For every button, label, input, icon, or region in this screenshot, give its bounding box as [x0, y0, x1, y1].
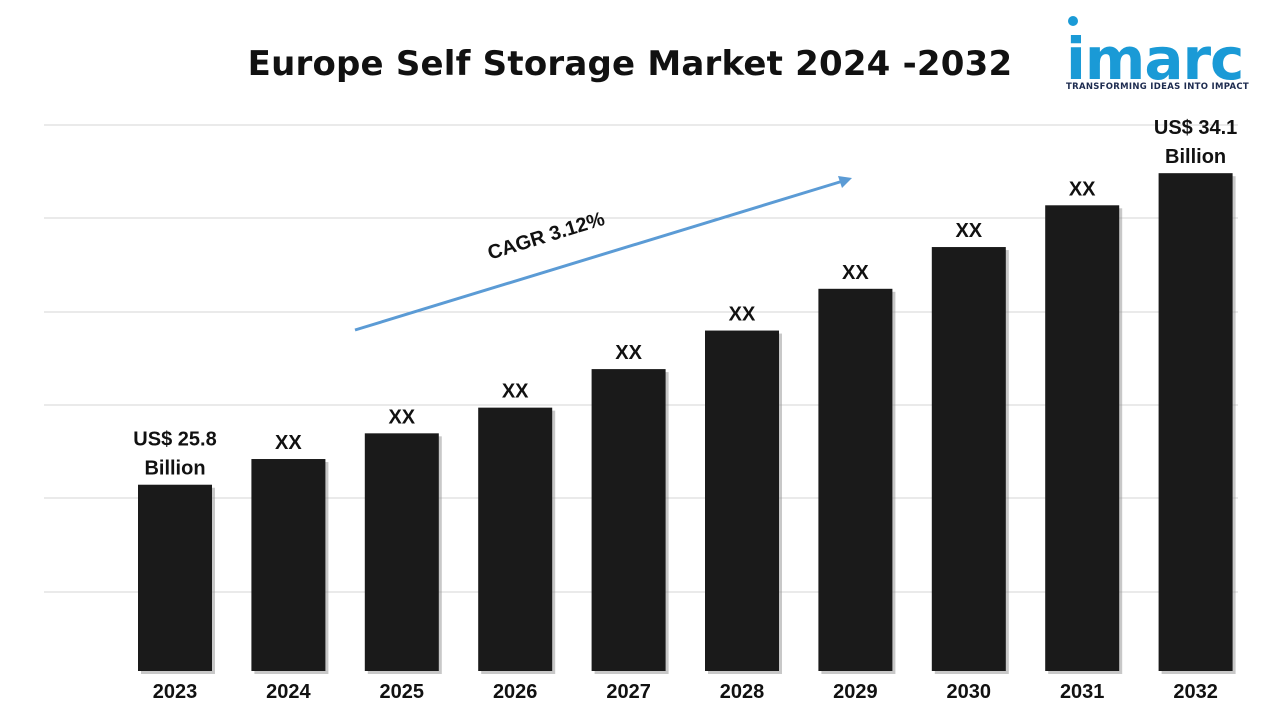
data-label-2030: XX	[955, 220, 982, 242]
data-label-2026: XX	[502, 381, 529, 403]
x-tick-label-2029: 2029	[833, 681, 878, 703]
bar-2031	[1045, 205, 1120, 671]
data-label-2025: XX	[388, 406, 415, 428]
x-tick-label-2028: 2028	[720, 681, 765, 703]
logo-tagline: TRANSFORMING IDEAS INTO IMPACT	[1066, 82, 1250, 92]
data-label-2031: XX	[1069, 178, 1096, 200]
x-tick-label-2031: 2031	[1060, 681, 1105, 703]
bar-2028	[705, 330, 779, 671]
x-tick-label-2032: 2032	[1173, 681, 1218, 703]
bar-2029	[818, 288, 893, 671]
data-label-2028: XX	[729, 304, 756, 326]
cagr-arrow-head-icon	[838, 176, 852, 188]
x-tick-label-2024: 2024	[266, 681, 311, 703]
imarc-logo: imarc TRANSFORMING IDEAS INTO IMPACT	[1058, 12, 1250, 96]
chart-title: Europe Self Storage Market 2024 -2032	[247, 44, 1013, 84]
x-tick-label-2026: 2026	[493, 681, 538, 703]
x-tick-label-2025: 2025	[380, 681, 425, 703]
bar-2032	[1158, 173, 1233, 672]
cagr-arrow-line	[354, 179, 844, 332]
bar-2025	[364, 433, 439, 671]
x-tick-label-2030: 2030	[947, 681, 992, 703]
x-tick-label-2023: 2023	[153, 681, 198, 703]
logo-wordmark: imarc	[1066, 25, 1244, 93]
data-label-2024: XX	[275, 432, 302, 454]
bar-2027	[591, 369, 666, 671]
bar-2030	[931, 247, 1006, 671]
data-label-2032: US$ 34.1 Billion	[1154, 117, 1237, 168]
x-tick-label-2027: 2027	[606, 681, 651, 703]
data-label-2029: XX	[842, 262, 869, 284]
data-label-2023: US$ 25.8 Billion	[133, 429, 216, 480]
cagr-annotation: CAGR 3.12%	[485, 208, 607, 265]
bar-2024	[251, 459, 326, 671]
bar-2026	[478, 407, 553, 671]
data-label-2027: XX	[615, 342, 642, 364]
logo-dot-icon	[1068, 16, 1078, 26]
bar-2023	[138, 484, 212, 671]
